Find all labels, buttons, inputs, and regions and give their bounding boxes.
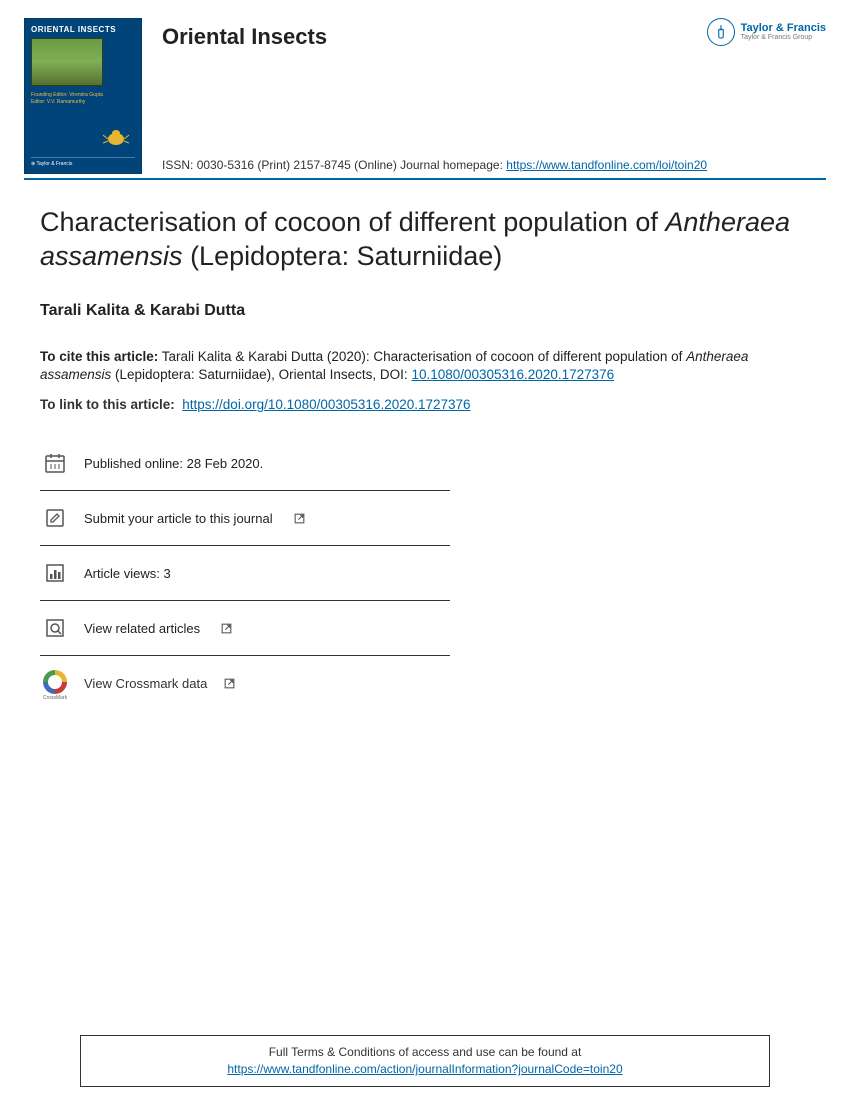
bar-chart-icon xyxy=(42,560,68,586)
citation-doi-link[interactable]: 10.1080/00305316.2020.1727376 xyxy=(411,367,614,382)
terms-link[interactable]: https://www.tandfonline.com/action/journ… xyxy=(227,1062,622,1076)
authors: Tarali Kalita & Karabi Dutta xyxy=(40,302,810,320)
published-row: Published online: 28 Feb 2020. xyxy=(40,446,450,491)
external-link-icon xyxy=(223,677,236,690)
homepage-label: Journal homepage: xyxy=(400,158,503,172)
views-row: Article views: 3 xyxy=(40,546,450,601)
title-pre: Characterisation of cocoon of different … xyxy=(40,207,665,237)
terms-footer: Full Terms & Conditions of access and us… xyxy=(80,1035,770,1087)
publisher-tagline: Taylor & Francis Group xyxy=(741,34,826,41)
tf-lamp-icon xyxy=(712,23,730,41)
journal-homepage-link[interactable]: https://www.tandfonline.com/loi/toin20 xyxy=(506,158,707,172)
cover-image xyxy=(31,38,103,86)
issn-text: ISSN: 0030-5316 (Print) 2157-8745 (Onlin… xyxy=(162,158,506,172)
article-cover-page: Taylor & Francis Taylor & Francis Group … xyxy=(0,0,850,1117)
related-icon xyxy=(42,615,68,641)
article-title: Characterisation of cocoon of different … xyxy=(40,206,810,274)
title-post: (Lepidoptera: Saturniidae) xyxy=(183,241,503,271)
cover-journal-title: ORIENTAL INSECTS xyxy=(31,25,135,34)
crossmark-text: View Crossmark data xyxy=(84,676,207,691)
published-text: Published online: 28 Feb 2020. xyxy=(84,456,263,471)
footer-text: Full Terms & Conditions of access and us… xyxy=(91,1044,759,1061)
submit-text: Submit your article to this journal xyxy=(84,511,273,526)
calendar-icon xyxy=(42,450,68,476)
link-line: To link to this article: https://doi.org… xyxy=(40,397,810,412)
publisher-name-main: Taylor & Francis xyxy=(741,23,826,34)
crossmark-row[interactable]: CrossMark View Crossmark data xyxy=(40,656,450,710)
submit-icon xyxy=(42,505,68,531)
main-content: Characterisation of cocoon of different … xyxy=(24,180,826,710)
publisher-name: Taylor & Francis Taylor & Francis Group xyxy=(741,23,826,41)
views-label: Article views: xyxy=(84,566,163,581)
external-link-icon xyxy=(293,512,306,525)
insect-icon xyxy=(101,125,131,147)
views-text: Article views: 3 xyxy=(84,566,171,581)
external-link-icon xyxy=(220,622,233,635)
action-list: Published online: 28 Feb 2020. Submit yo… xyxy=(40,446,450,710)
submit-row[interactable]: Submit your article to this journal xyxy=(40,491,450,546)
article-doi-link[interactable]: https://doi.org/10.1080/00305316.2020.17… xyxy=(182,397,470,412)
crossmark-icon: CrossMark xyxy=(42,670,68,696)
citation-label: To cite this article: xyxy=(40,349,158,364)
issn-print: 0030-5316 xyxy=(197,158,254,172)
related-row[interactable]: View related articles xyxy=(40,601,450,656)
issn-line: ISSN: 0030-5316 (Print) 2157-8745 (Onlin… xyxy=(162,158,826,174)
issn-online: 2157-8745 xyxy=(293,158,350,172)
cover-footer: ⊕ Taylor & Francis xyxy=(31,157,135,167)
publisher-badge: Taylor & Francis Taylor & Francis Group xyxy=(707,18,826,46)
citation-block: To cite this article: Tarali Kalita & Ka… xyxy=(40,348,810,386)
publisher-logo-icon xyxy=(707,18,735,46)
views-count: 3 xyxy=(163,566,170,581)
related-text: View related articles xyxy=(84,621,200,636)
citation-post: (Lepidoptera: Saturniidae), Oriental Ins… xyxy=(111,367,411,382)
journal-cover-thumbnail: ORIENTAL INSECTS Founding Editor: Virend… xyxy=(24,18,142,174)
link-label: To link to this article: xyxy=(40,397,175,412)
citation-pre: Tarali Kalita & Karabi Dutta (2020): Cha… xyxy=(158,349,686,364)
cover-editors-text: Founding Editor: Virendra GuptaEditor: V… xyxy=(31,92,135,105)
